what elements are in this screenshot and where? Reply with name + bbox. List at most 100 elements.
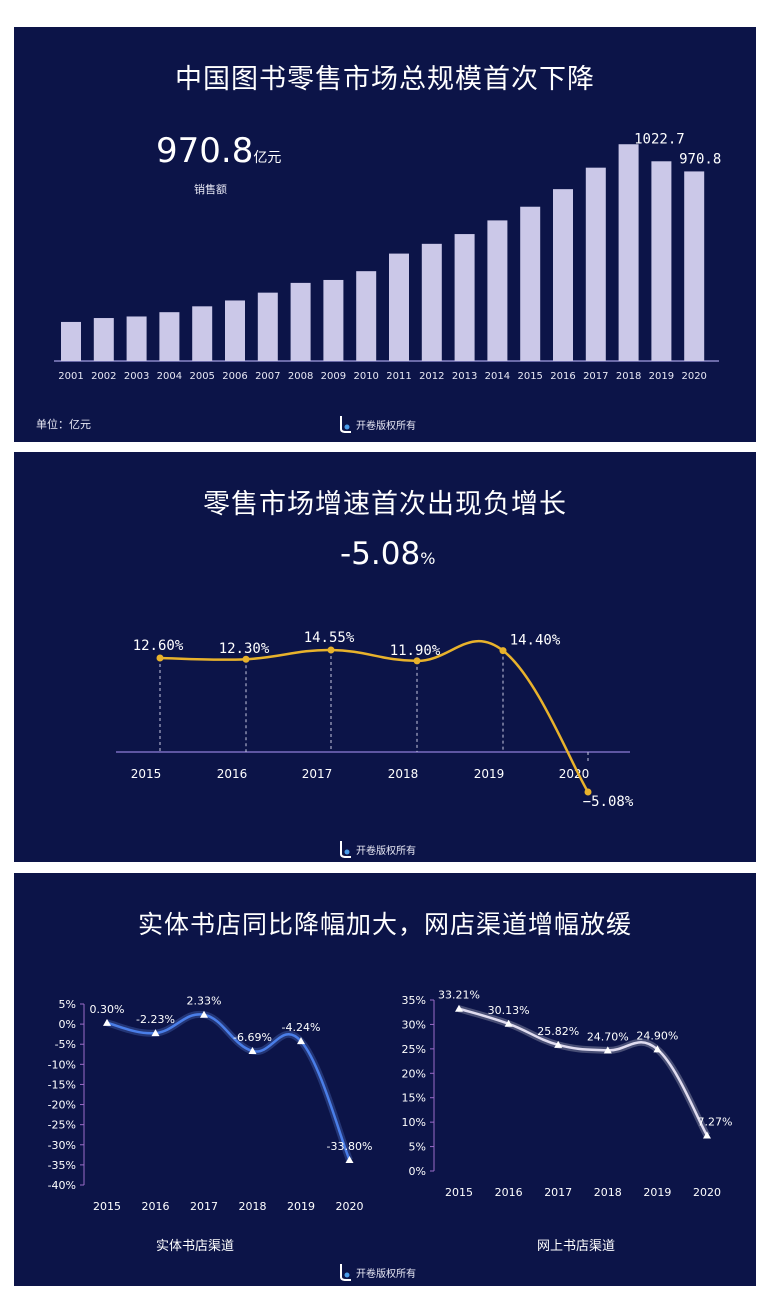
tick-label-2003: 2003 — [124, 371, 149, 382]
tick-label-2017: 2017 — [583, 371, 608, 382]
online-y-tick-label: 5% — [409, 1141, 426, 1154]
online-x-tick-2015: 2015 — [445, 1186, 473, 1199]
tick-label-2012: 2012 — [419, 371, 444, 382]
logo-text: 开卷版权所有 — [356, 420, 416, 432]
store-x-tick-2018: 2018 — [239, 1200, 267, 1213]
store-data-label-2018: -6.69% — [233, 1031, 272, 1044]
logo: 开卷版权所有 — [338, 1263, 416, 1281]
point-2018 — [413, 657, 421, 665]
tick-label-2001: 2001 — [58, 371, 83, 382]
tick-label-2018: 2018 — [388, 767, 419, 781]
tick-label-2010: 2010 — [353, 371, 378, 382]
store-x-tick-2020: 2020 — [336, 1200, 364, 1213]
store-y-tick-label: -40% — [48, 1179, 76, 1192]
bar-2018 — [618, 144, 639, 361]
store-line-glow — [106, 1010, 353, 1162]
bar-2014 — [487, 220, 508, 361]
bar-2008 — [290, 282, 311, 361]
store-data-label-2019: -4.24% — [282, 1021, 321, 1034]
point-2019 — [499, 647, 507, 655]
store-point-2015 — [103, 1018, 111, 1026]
tick-label-2019: 2019 — [649, 371, 674, 382]
data-label-2018: 11.90% — [390, 643, 441, 659]
online-point-2019 — [653, 1045, 662, 1053]
bar-2020 — [684, 171, 705, 361]
bar-2001 — [61, 321, 81, 361]
online-x-tick-2018: 2018 — [594, 1186, 622, 1199]
tick-label-2011: 2011 — [386, 371, 411, 382]
right-chart-caption: 网上书店渠道 — [537, 1239, 616, 1254]
bar-2004 — [159, 312, 180, 361]
logo-text: 开卷版权所有 — [356, 845, 416, 857]
growth-line-chart: 2015 2016 2017 2018 2019 2020 12.60% 12.30% 14.5… — [116, 630, 634, 810]
store-y-tick-label: -35% — [48, 1159, 76, 1172]
online-point-2017 — [554, 1040, 563, 1048]
tick-label-2015: 2015 — [131, 767, 162, 781]
store-x-tick-2019: 2019 — [287, 1200, 315, 1213]
data-label-2019: 14.40% — [510, 633, 561, 649]
headline-unit: % — [420, 549, 436, 568]
logo: 开卷版权所有 — [338, 415, 416, 433]
bar-2017 — [585, 167, 606, 361]
bar-2009 — [323, 279, 344, 361]
store-y-tick-label: 0% — [59, 1018, 76, 1031]
data-label-2020: −5.08% — [583, 794, 634, 810]
headline-value: 970.8亿元 — [156, 131, 281, 171]
bar-2011 — [389, 253, 409, 361]
online-line-glow — [457, 1005, 711, 1138]
headline-number: 970.8 — [156, 131, 254, 171]
data-label-2016: 12.30% — [219, 641, 270, 657]
store-y-tick-label: -25% — [48, 1119, 76, 1132]
headline-value: -5.08% — [340, 536, 435, 572]
bar-2002 — [93, 318, 114, 361]
chart-title: 实体书店同比降幅加大，网店渠道增幅放缓 — [137, 910, 632, 939]
bar-chart: 2001 2002 2003 2004 2005 2006 2007 2008 2009 2010… — [54, 131, 721, 382]
tick-label-2016: 2016 — [217, 767, 248, 781]
tick-label-2008: 2008 — [288, 371, 313, 382]
online-data-label-2020: 7.27% — [698, 1115, 733, 1128]
kaijuan-logo-icon — [340, 1264, 351, 1281]
online-y-tick-label: 35% — [402, 994, 426, 1007]
online-y-tick-label: 20% — [402, 1067, 426, 1080]
online-point-2015 — [455, 1004, 463, 1012]
headline-number: -5.08 — [340, 536, 421, 572]
tick-label-2007: 2007 — [255, 371, 280, 382]
store-data-label-2017: 2.33% — [187, 995, 222, 1008]
store-point-2020 — [345, 1156, 354, 1164]
online-data-label-2016: 30.13% — [488, 1004, 530, 1017]
online-point-2020 — [703, 1131, 711, 1139]
bar-2006 — [225, 300, 245, 361]
store-point-2017 — [200, 1010, 208, 1018]
store-point-2019 — [297, 1037, 305, 1045]
online-data-label-2019: 24.90% — [636, 1029, 678, 1042]
headline-label: 销售额 — [194, 183, 227, 196]
store-y-tick-label: -5% — [55, 1038, 76, 1051]
logo-text: 开卷版权所有 — [356, 1268, 416, 1280]
online-x-tick-2016: 2016 — [495, 1186, 523, 1199]
store-x-tick-2017: 2017 — [190, 1200, 218, 1213]
tick-label-2016: 2016 — [550, 371, 575, 382]
tick-label-2014: 2014 — [485, 371, 510, 382]
point-2020 — [584, 788, 592, 796]
tick-label-2009: 2009 — [321, 371, 346, 382]
tick-label-2002: 2002 — [91, 371, 116, 382]
bar-2010 — [356, 271, 377, 361]
online-x-tick-2017: 2017 — [544, 1186, 572, 1199]
store-data-label-2015: 0.30% — [90, 1003, 125, 1016]
online-y-tick-label: 10% — [402, 1116, 426, 1129]
store-y-tick-label: -20% — [48, 1099, 76, 1112]
bar-2007 — [257, 292, 278, 361]
left-chart-caption: 实体书店渠道 — [156, 1239, 235, 1254]
chart-title: 中国图书零售市场总规模首次下降 — [175, 64, 595, 95]
bar-2015 — [520, 206, 541, 361]
bar-2016 — [553, 189, 573, 361]
online-x-tick-2019: 2019 — [643, 1186, 671, 1199]
tick-label-2020: 2020 — [681, 371, 706, 382]
data-label-2020: 970.8 — [679, 151, 721, 167]
retail-scale-panel: 中国图书零售市场总规模首次下降 970.8亿元 销售额 2001 2002 2003… — [14, 27, 756, 442]
channel-line-charts: 5% 0% -5% -10% -15% -20% -25% -30% -35% -40% 2015 2… — [48, 989, 733, 1213]
bar-2013 — [454, 234, 475, 361]
online-y-tick-label: 0% — [409, 1165, 426, 1178]
online-y-tick-label: 30% — [402, 1018, 426, 1031]
tick-label-2017: 2017 — [302, 767, 333, 781]
